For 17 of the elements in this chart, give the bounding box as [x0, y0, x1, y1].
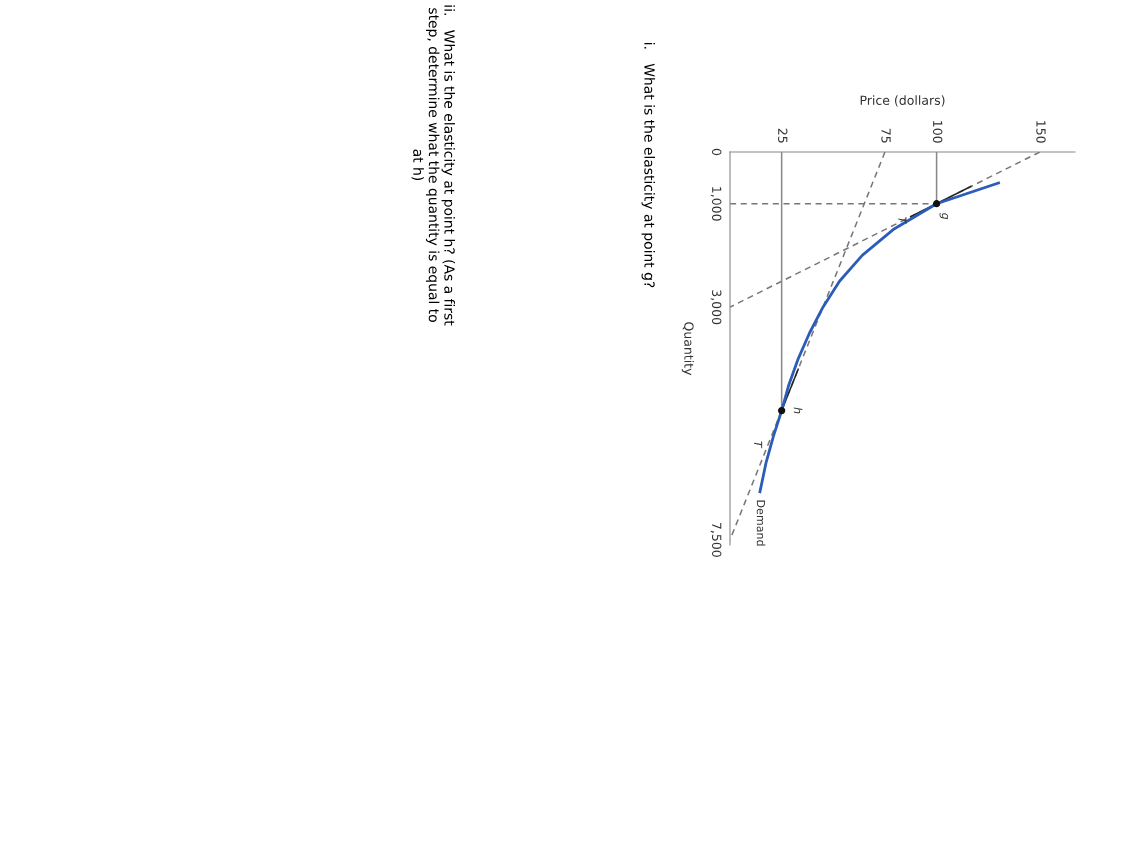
x-tick-label: 25	[778, 128, 788, 143]
text: ii. What is the elasticity at point h? (As a first step, determine what the quantity is equal to at h)	[411, 5, 455, 326]
x-tick-label: 100	[932, 121, 943, 143]
x-tick-label: 75	[881, 128, 891, 143]
annotation: h	[793, 407, 803, 414]
y-tick-label: 3,000	[710, 290, 722, 325]
y-tick-label: 7,500	[710, 522, 722, 557]
x-axis-title: Price (dollars)	[860, 95, 945, 107]
x-tick-label: 150	[1036, 121, 1046, 143]
text: Demand	[756, 500, 766, 546]
y-tick-label: 0	[711, 148, 722, 156]
text: i. What is the elasticity at point g?	[641, 43, 655, 288]
annotation: T	[754, 441, 763, 449]
annotation: T	[898, 217, 907, 225]
annotation: g	[939, 213, 949, 220]
y-axis-title: Quantity	[681, 322, 694, 376]
y-tick-label: 1,000	[710, 187, 722, 221]
